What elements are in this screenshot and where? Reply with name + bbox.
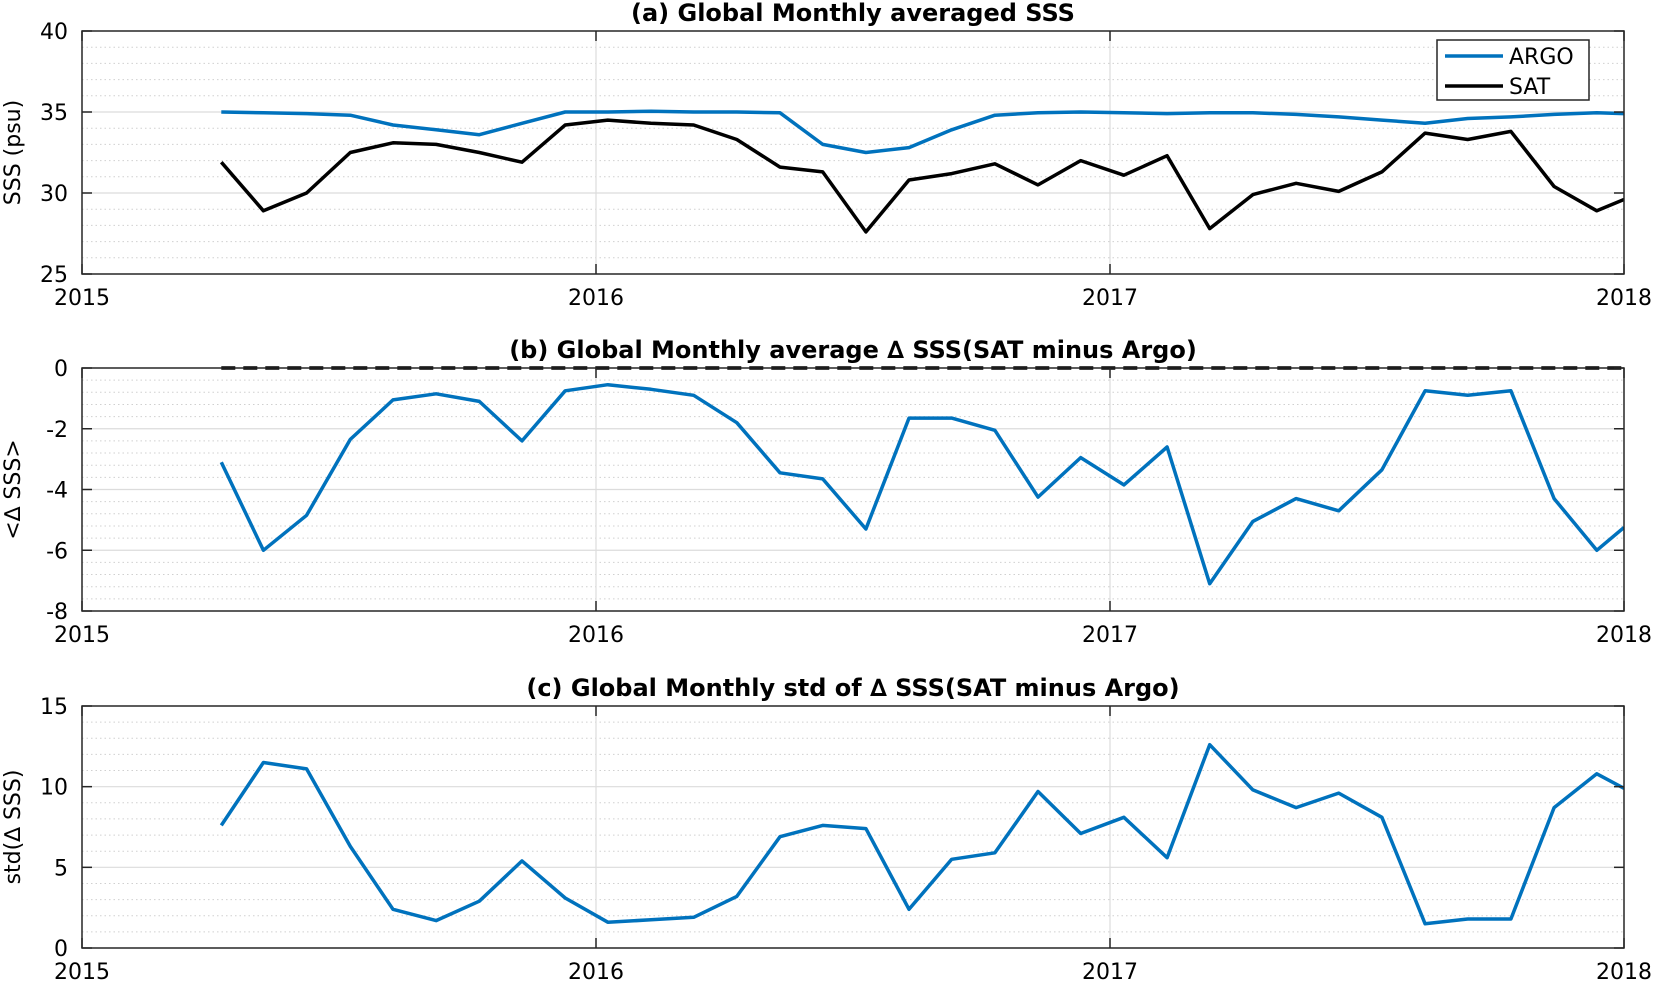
y-axis-label: SSS (psu) <box>1 100 26 205</box>
y-tick-label: 25 <box>40 263 68 288</box>
x-tick-label: 2016 <box>568 623 624 648</box>
x-tick-label: 2018 <box>1596 960 1652 982</box>
y-tick-label: 10 <box>40 776 68 801</box>
x-tick-label: 2015 <box>54 960 110 982</box>
chart-title: (b) Global Monthly average ∆ SSS(SAT min… <box>509 336 1197 364</box>
legend-label-argo: ARGO <box>1509 45 1574 70</box>
x-tick-label: 2017 <box>1082 960 1138 982</box>
y-axis-label: std(∆ SSS) <box>1 770 26 885</box>
y-tick-label: 40 <box>40 20 68 45</box>
y-axis-label: <∆ SSS> <box>1 439 26 539</box>
x-tick-label: 2017 <box>1082 623 1138 648</box>
x-tick-label: 2015 <box>54 286 110 311</box>
series-line-argo <box>221 109 1624 155</box>
y-tick-label: 15 <box>40 695 68 720</box>
panel-c: 0 5 10 15 2015 2016 2017 2018 (c) Global Monthly… <box>1 674 1652 982</box>
series-line-delta-b <box>219 382 1624 586</box>
legend-label-sat: SAT <box>1509 75 1551 100</box>
legend: ARGO SAT <box>1436 39 1590 101</box>
x-tick-label: 2016 <box>568 960 624 982</box>
chart-title: (a) Global Monthly averaged SSS <box>631 0 1075 27</box>
y-tick-label: 35 <box>40 101 68 126</box>
x-tick-label: 2015 <box>54 623 110 648</box>
chart-title: (c) Global Monthly std of ∆ SSS(SAT minu… <box>526 674 1179 702</box>
y-tick-label: 0 <box>54 357 68 382</box>
x-tick-label: 2016 <box>568 286 624 311</box>
y-tick-label: 0 <box>54 937 68 962</box>
x-tick-label: 2017 <box>1082 286 1138 311</box>
x-tick-label: 2018 <box>1596 286 1652 311</box>
axes-box <box>81 30 1625 275</box>
y-tick-label: 30 <box>40 182 68 207</box>
plot-area <box>82 31 1624 274</box>
y-tick-label: -2 <box>46 418 68 443</box>
panel-b: -8 -6 -4 -2 0 2015 2016 2017 2018 (b) Global Mont… <box>1 336 1652 648</box>
series-line-delta-c <box>219 742 1624 926</box>
axes-box <box>81 705 1625 949</box>
panel-a: 25 30 35 40 2015 2016 2017 2018 (a) Global Month… <box>1 0 1652 311</box>
y-tick-label: -4 <box>46 479 68 504</box>
x-tick-label: 2018 <box>1596 623 1652 648</box>
y-tick-label: 5 <box>54 856 68 881</box>
y-tick-label: -8 <box>46 600 68 625</box>
y-tick-label: -6 <box>46 539 68 564</box>
legend-box <box>1436 39 1590 101</box>
series-line-sat <box>219 118 1624 234</box>
